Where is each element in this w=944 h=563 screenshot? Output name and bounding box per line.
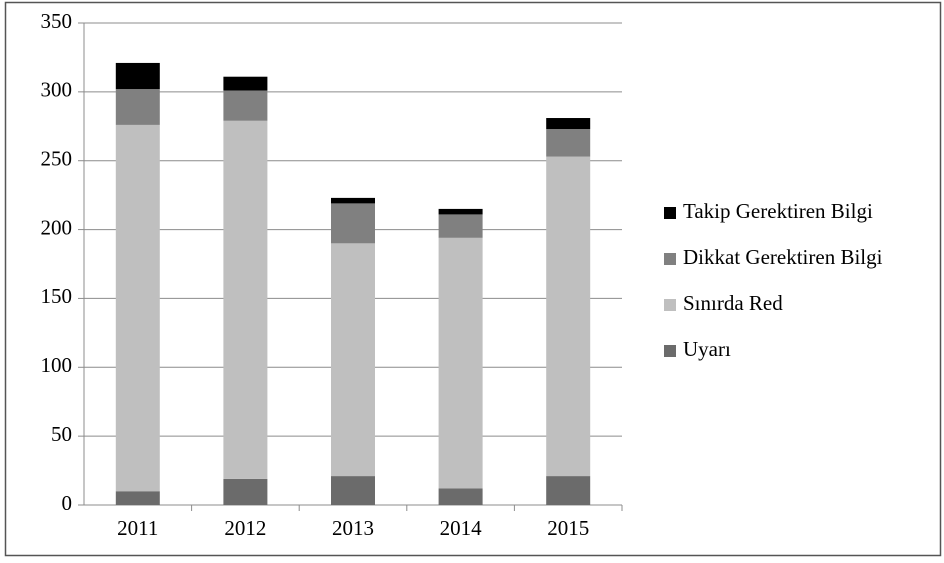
bar-segment — [438, 214, 483, 238]
y-tick-label: 0 — [62, 491, 73, 515]
legend-swatch — [664, 207, 676, 219]
bar-segment — [546, 476, 591, 505]
bar-segment — [546, 129, 591, 157]
x-tick-label: 2014 — [440, 516, 483, 540]
x-tick-label: 2011 — [117, 516, 158, 540]
bar-segment — [115, 89, 160, 125]
bar-segment — [546, 118, 591, 130]
y-tick-label: 350 — [41, 9, 73, 33]
y-tick-label: 150 — [41, 284, 73, 308]
bar-segment — [331, 476, 375, 505]
bar-segment — [331, 243, 375, 477]
bar-segment — [546, 156, 591, 477]
y-tick-label: 250 — [41, 147, 73, 171]
legend-label: Takip Gerektiren Bilgi — [683, 199, 873, 223]
bar-segment — [115, 124, 160, 492]
y-tick-label: 300 — [41, 78, 73, 102]
legend-swatch — [664, 345, 676, 357]
bar-segment — [115, 62, 160, 90]
x-tick-label: 2015 — [547, 516, 589, 540]
legend-label: Uyarı — [683, 337, 731, 361]
legend-label: Sınırda Red — [683, 291, 783, 315]
y-tick-label: 50 — [51, 422, 72, 446]
x-tick-label: 2012 — [224, 516, 266, 540]
bar-segment — [438, 237, 483, 489]
x-tick-label: 2013 — [332, 516, 374, 540]
bar-segment — [438, 488, 483, 505]
bar-segment — [223, 478, 268, 505]
y-tick-label: 200 — [41, 215, 73, 239]
bar-segment — [438, 208, 483, 215]
legend-swatch — [664, 299, 676, 311]
legend-swatch — [664, 253, 676, 265]
bar-segment — [223, 76, 268, 91]
bar-segment — [331, 197, 375, 204]
y-tick-label: 100 — [41, 353, 73, 377]
bar-segment — [223, 120, 268, 479]
bar-segment — [223, 90, 268, 121]
legend-label: Dikkat Gerektiren Bilgi — [683, 245, 883, 269]
bar-segment — [331, 203, 375, 244]
bar-segment — [115, 491, 160, 505]
